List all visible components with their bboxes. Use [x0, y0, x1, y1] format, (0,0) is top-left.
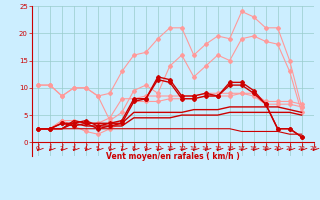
- X-axis label: Vent moyen/en rafales ( km/h ): Vent moyen/en rafales ( km/h ): [106, 152, 240, 161]
